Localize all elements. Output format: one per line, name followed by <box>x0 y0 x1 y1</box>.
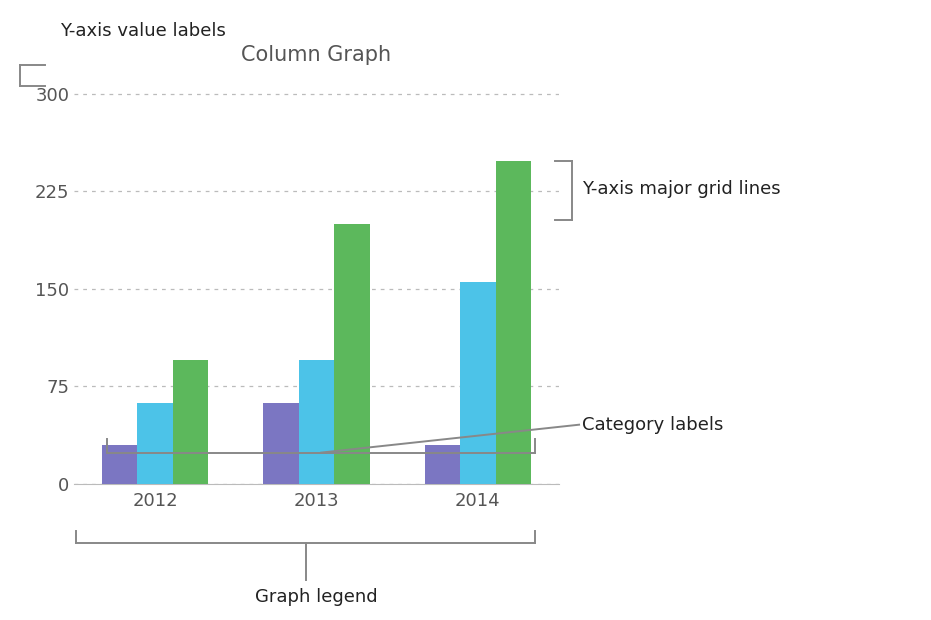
Text: Y-axis major grid lines: Y-axis major grid lines <box>582 180 780 198</box>
Bar <box>495 161 532 484</box>
Bar <box>173 360 209 484</box>
Title: Column Graph: Column Graph <box>241 45 392 64</box>
Text: Graph legend: Graph legend <box>255 588 378 606</box>
Text: Category labels: Category labels <box>582 415 723 434</box>
Bar <box>460 282 495 484</box>
Bar <box>101 445 138 484</box>
Text: Y-axis value labels: Y-axis value labels <box>61 22 226 40</box>
Bar <box>425 445 460 484</box>
Bar <box>299 360 334 484</box>
Bar <box>138 403 173 484</box>
Bar <box>334 224 370 484</box>
Bar <box>263 403 299 484</box>
